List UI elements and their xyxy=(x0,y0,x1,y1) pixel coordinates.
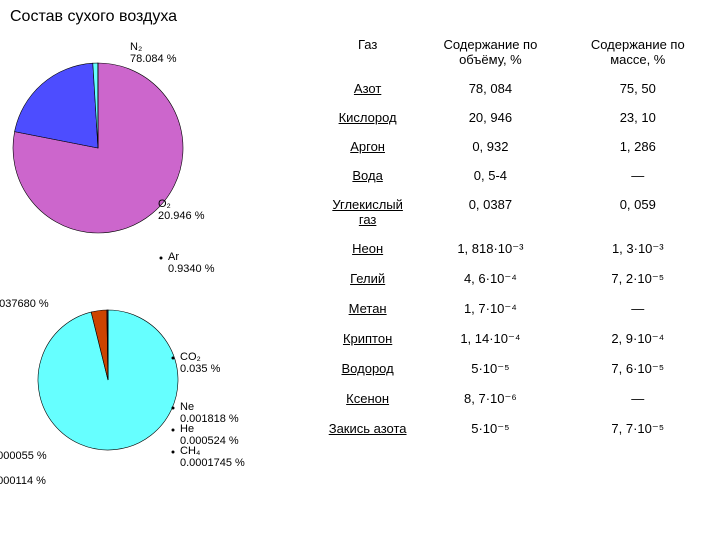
col-volume: Содержание по объёму, % xyxy=(415,30,565,74)
volume-cell: 4, 6·10⁻⁴ xyxy=(415,264,565,294)
gas-cell: Ксенон xyxy=(320,384,415,414)
gas-cell: Кислород xyxy=(320,103,415,132)
mass-cell: — xyxy=(566,384,710,414)
gas-cell: Метан xyxy=(320,294,415,324)
volume-cell: 0, 0387 xyxy=(415,190,565,234)
mass-cell: 1, 286 xyxy=(566,132,710,161)
volume-cell: 0, 932 xyxy=(415,132,565,161)
col-gas: Газ xyxy=(320,30,415,74)
volume-cell: 1, 7·10⁻⁴ xyxy=(415,294,565,324)
table-row: Метан 1, 7·10⁻⁴— xyxy=(320,294,710,324)
pie-label: CH₄0.0001745 % xyxy=(180,445,245,469)
mass-cell: 2, 9·10⁻⁴ xyxy=(566,324,710,354)
gas-cell: Криптон xyxy=(320,324,415,354)
mass-cell: 7, 6·10⁻⁵ xyxy=(566,354,710,384)
pie-label: Ar0.9340 % xyxy=(168,251,215,275)
gas-cell: Аргон xyxy=(320,132,415,161)
data-table: Газ Содержание по объёму, % Содержание п… xyxy=(320,30,710,444)
leader-dot xyxy=(172,407,175,410)
gas-link[interactable]: Неон xyxy=(352,241,383,256)
pie-label: 0.037680 % xyxy=(0,298,49,310)
gas-link[interactable]: Вода xyxy=(352,168,382,183)
mass-cell: 0, 059 xyxy=(566,190,710,234)
gas-link[interactable]: Аргон xyxy=(350,139,385,154)
gas-link[interactable]: Криптон xyxy=(343,331,392,346)
gas-link[interactable]: Углекислый газ xyxy=(332,197,403,227)
gas-cell: Закись азота xyxy=(320,414,415,444)
pie-chart-main: N₂78.084 % O₂20.946 % Ar0.9340 % 0.037680 %… xyxy=(0,40,320,540)
table-row: Ксенон 8, 7·10⁻⁶— xyxy=(320,384,710,414)
mass-cell: 1, 3·10⁻³ xyxy=(566,234,710,264)
col-mass: Содержание по массе, % xyxy=(566,30,710,74)
gas-cell: Водород xyxy=(320,354,415,384)
volume-cell: 1, 818·10⁻³ xyxy=(415,234,565,264)
gas-link[interactable]: Азот xyxy=(354,81,381,96)
volume-cell: 20, 946 xyxy=(415,103,565,132)
table-row: Неон 1, 818·10⁻³1, 3·10⁻³ xyxy=(320,234,710,264)
gas-link[interactable]: Водород xyxy=(342,361,394,376)
table-row: Гелий 4, 6·10⁻⁴7, 2·10⁻⁵ xyxy=(320,264,710,294)
leader-dot xyxy=(172,357,175,360)
pie-label: Kr0.000114 % xyxy=(0,463,46,487)
mass-cell: — xyxy=(566,161,710,190)
table-row: Азот 78, 08475, 50 xyxy=(320,74,710,103)
volume-cell: 5·10⁻⁵ xyxy=(415,354,565,384)
mass-cell: — xyxy=(566,294,710,324)
gas-link[interactable]: Гелий xyxy=(350,271,385,286)
gas-link[interactable]: Ксенон xyxy=(346,391,389,406)
gas-cell: Неон xyxy=(320,234,415,264)
table-row: Водород 5·10⁻⁵7, 6·10⁻⁵ xyxy=(320,354,710,384)
leader-dot xyxy=(160,257,163,260)
pie-label: H₂0.000055 % xyxy=(0,438,47,462)
gas-cell: Азот xyxy=(320,74,415,103)
table-row: Углекислый газ 0, 03870, 059 xyxy=(320,190,710,234)
composition-table: Газ Содержание по объёму, % Содержание п… xyxy=(320,30,710,444)
gas-link[interactable]: Метан xyxy=(349,301,387,316)
gas-cell: Углекислый газ xyxy=(320,190,415,234)
gas-cell: Гелий xyxy=(320,264,415,294)
charts-area: N₂78.084 % O₂20.946 % Ar0.9340 % 0.037680 %… xyxy=(0,40,320,530)
leader-dot xyxy=(172,451,175,454)
leader-dot xyxy=(172,429,175,432)
volume-cell: 1, 14·10⁻⁴ xyxy=(415,324,565,354)
pie-label: He0.000524 % xyxy=(180,423,239,447)
volume-cell: 8, 7·10⁻⁶ xyxy=(415,384,565,414)
volume-cell: 78, 084 xyxy=(415,74,565,103)
volume-cell: 0, 5-4 xyxy=(415,161,565,190)
pie-label: CO₂0.035 % xyxy=(180,351,221,375)
pie-label: O₂20.946 % xyxy=(158,198,205,222)
mass-cell: 7, 2·10⁻⁵ xyxy=(566,264,710,294)
mass-cell: 7, 7·10⁻⁵ xyxy=(566,414,710,444)
table-row: Вода 0, 5-4— xyxy=(320,161,710,190)
table-row: Криптон 1, 14·10⁻⁴2, 9·10⁻⁴ xyxy=(320,324,710,354)
table-row: Кислород 20, 94623, 10 xyxy=(320,103,710,132)
page-title: Состав сухого воздуха xyxy=(10,8,177,26)
gas-cell: Вода xyxy=(320,161,415,190)
volume-cell: 5·10⁻⁵ xyxy=(415,414,565,444)
table-row: Закись азота 5·10⁻⁵7, 7·10⁻⁵ xyxy=(320,414,710,444)
pie-label: Ne0.001818 % xyxy=(180,401,239,425)
gas-link[interactable]: Кислород xyxy=(339,110,397,125)
table-row: Аргон 0, 9321, 286 xyxy=(320,132,710,161)
mass-cell: 75, 50 xyxy=(566,74,710,103)
gas-link[interactable]: Закись азота xyxy=(329,421,407,436)
pie-label: N₂78.084 % xyxy=(130,41,177,65)
mass-cell: 23, 10 xyxy=(566,103,710,132)
